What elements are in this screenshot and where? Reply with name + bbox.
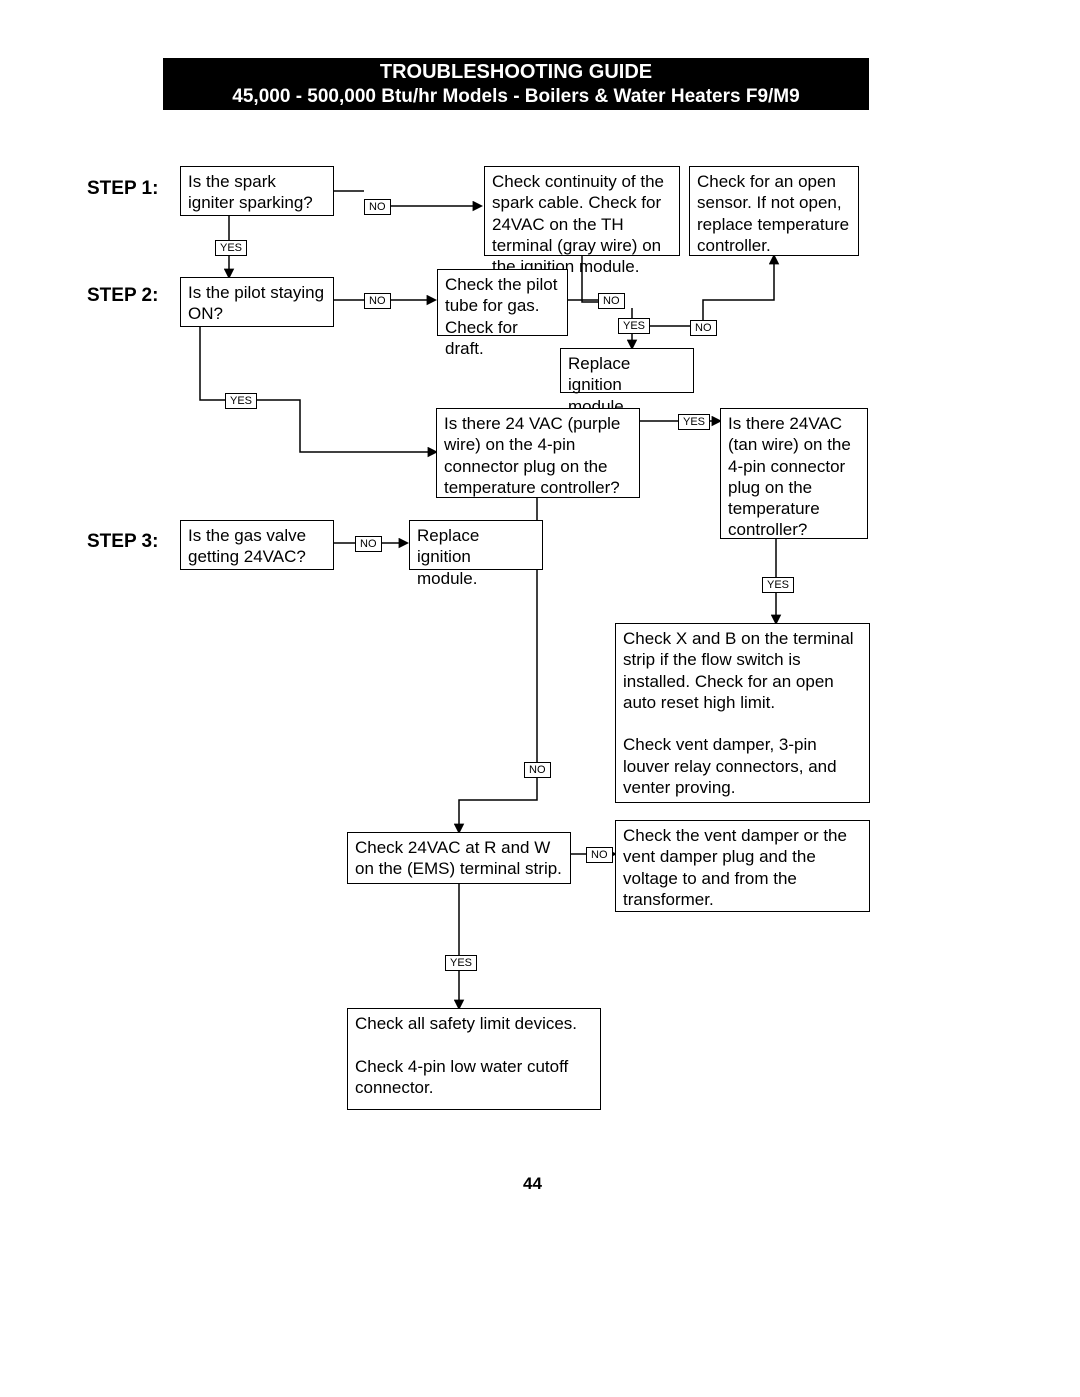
yes-branch: YES [225, 393, 257, 409]
no2: NO [364, 293, 391, 309]
yes3: YES [678, 414, 710, 430]
no6: NO [586, 847, 613, 863]
q-24vac-tan: Is there 24VAC (tan wire) on the 4-pin c… [720, 408, 868, 539]
title-line2: 45,000 - 500,000 Btu/hr Models - Boilers… [163, 86, 869, 108]
no3: NO [598, 293, 625, 309]
q-rw-terminal: Check 24VAC at R and W on the (EMS) term… [347, 832, 571, 884]
q-24vac-purple: Is there 24 VAC (purple wire) on the 4-p… [436, 408, 640, 498]
step-2-label: STEP 2: [87, 285, 158, 307]
q-pilot: Is the pilot staying ON? [180, 277, 334, 327]
no4: NO [355, 536, 382, 552]
a-safety: Check all safety limit devices. Check 4-… [347, 1008, 601, 1110]
yes2b: YES [618, 318, 650, 334]
yes4: YES [762, 577, 794, 593]
q-spark: Is the spark igniter sparking? [180, 166, 334, 216]
a-open-sensor: Check for an open sensor. If not open, r… [689, 166, 859, 256]
page-number: 44 [523, 1174, 542, 1194]
step-1-label: STEP 1: [87, 178, 158, 200]
yes5: YES [445, 955, 477, 971]
title-banner: TROUBLESHOOTING GUIDE 45,000 - 500,000 B… [163, 58, 869, 110]
step-3-label: STEP 3: [87, 531, 158, 553]
no5: NO [524, 762, 551, 778]
a-pilot-tube: Check the pilot tube for gas. Check for … [437, 269, 568, 336]
no3b: NO [690, 320, 717, 336]
a-replace-ign2: Replace ignition module. [409, 520, 543, 570]
a-continuity: Check continuity of the spark cable. Che… [484, 166, 680, 256]
page: TROUBLESHOOTING GUIDE 45,000 - 500,000 B… [0, 0, 1080, 1397]
a-replace-ign1: Replace ignition module. [560, 348, 694, 393]
a-vent-damper: Check the vent damper or the vent damper… [615, 820, 870, 912]
title-line1: TROUBLESHOOTING GUIDE [163, 61, 869, 84]
a-xb-terminal: Check X and B on the terminal strip if t… [615, 623, 870, 803]
q-gas-valve: Is the gas valve getting 24VAC? [180, 520, 334, 570]
no1: NO [364, 199, 391, 215]
yes1: YES [215, 240, 247, 256]
